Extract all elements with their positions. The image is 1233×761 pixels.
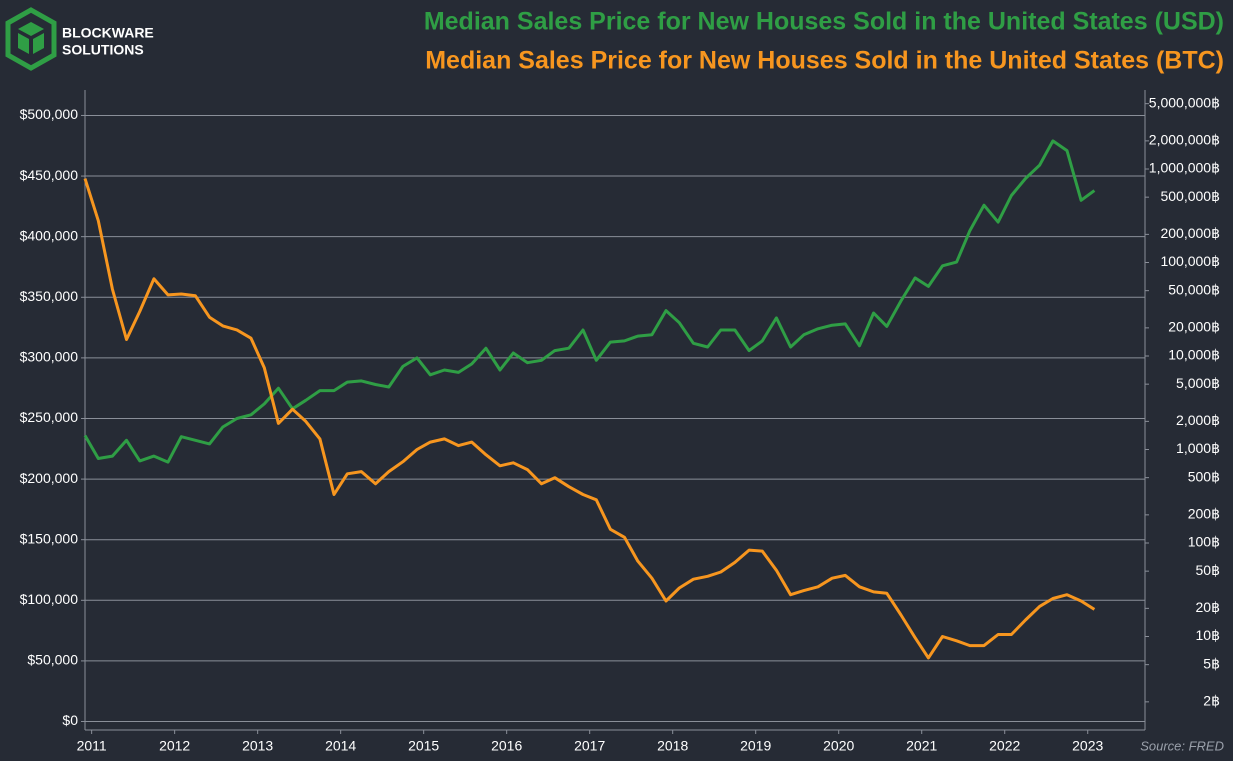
y-tick-label: $0 bbox=[62, 712, 78, 728]
y-tick-label: $100,000 bbox=[20, 591, 79, 607]
y2-tick-label: 50฿ bbox=[1196, 562, 1220, 578]
y2-tick-label: 10,000฿ bbox=[1168, 347, 1220, 363]
y2-tick-label: 5,000,000฿ bbox=[1149, 94, 1220, 110]
y-tick-label: $150,000 bbox=[20, 530, 79, 546]
legend-title: Median Sales Price for New Houses Sold i… bbox=[425, 47, 1224, 75]
y2-tick-label: 1,000฿ bbox=[1176, 440, 1220, 456]
y2-tick-label: 200,000฿ bbox=[1160, 225, 1220, 241]
y2-tick-label: 50,000฿ bbox=[1168, 281, 1220, 297]
y2-tick-label: 2,000฿ bbox=[1176, 412, 1220, 428]
y-tick-label: $350,000 bbox=[20, 288, 79, 304]
series-line bbox=[83, 178, 1096, 660]
source-note: Source: FRED bbox=[1140, 738, 1224, 753]
x-tick-label: 2021 bbox=[906, 738, 937, 754]
y-tick-label: $250,000 bbox=[20, 409, 79, 425]
logo-icon bbox=[5, 7, 57, 71]
x-tick-label: 2012 bbox=[159, 738, 190, 754]
x-tick-label: 2015 bbox=[408, 738, 439, 754]
y2-tick-label: 20฿ bbox=[1196, 599, 1220, 615]
y2-tick-label: 5,000฿ bbox=[1176, 375, 1220, 391]
x-tick-label: 2022 bbox=[989, 738, 1020, 754]
y-tick-label: $500,000 bbox=[20, 106, 79, 122]
y-tick-label: $400,000 bbox=[20, 227, 79, 243]
y2-tick-label: 20,000฿ bbox=[1168, 319, 1220, 335]
y2-tick-label: 2,000,000฿ bbox=[1149, 132, 1220, 148]
x-tick-label: 2023 bbox=[1072, 738, 1103, 754]
series-line bbox=[83, 139, 1096, 464]
x-tick-label: 2016 bbox=[491, 738, 522, 754]
y2-tick-label: 5฿ bbox=[1203, 655, 1220, 671]
x-tick-label: 2014 bbox=[325, 738, 356, 754]
y2-tick-label: 2฿ bbox=[1203, 693, 1220, 709]
x-tick-label: 2017 bbox=[574, 738, 605, 754]
brand-name: SOLUTIONS bbox=[62, 42, 144, 58]
y2-tick-label: 200฿ bbox=[1188, 506, 1220, 522]
x-tick-label: 2011 bbox=[77, 738, 107, 754]
y-tick-label: $300,000 bbox=[20, 349, 79, 365]
x-tick-label: 2018 bbox=[657, 738, 688, 754]
legend-title: Median Sales Price for New Houses Sold i… bbox=[424, 8, 1224, 36]
y2-tick-label: 500,000฿ bbox=[1160, 188, 1220, 204]
y-tick-label: $50,000 bbox=[27, 652, 78, 668]
y2-tick-label: 100,000฿ bbox=[1160, 253, 1220, 269]
y-tick-label: $450,000 bbox=[20, 167, 79, 183]
x-tick-label: 2013 bbox=[242, 738, 273, 754]
brand-name: BLOCKWARE bbox=[62, 25, 154, 41]
x-tick-label: 2020 bbox=[823, 738, 854, 754]
y2-tick-label: 1,000,000฿ bbox=[1149, 160, 1220, 176]
y2-tick-label: 500฿ bbox=[1188, 468, 1220, 484]
y2-tick-label: 100฿ bbox=[1188, 534, 1220, 550]
y-tick-label: $200,000 bbox=[20, 470, 79, 486]
x-tick-label: 2019 bbox=[740, 738, 771, 754]
y2-tick-label: 10฿ bbox=[1196, 627, 1220, 643]
